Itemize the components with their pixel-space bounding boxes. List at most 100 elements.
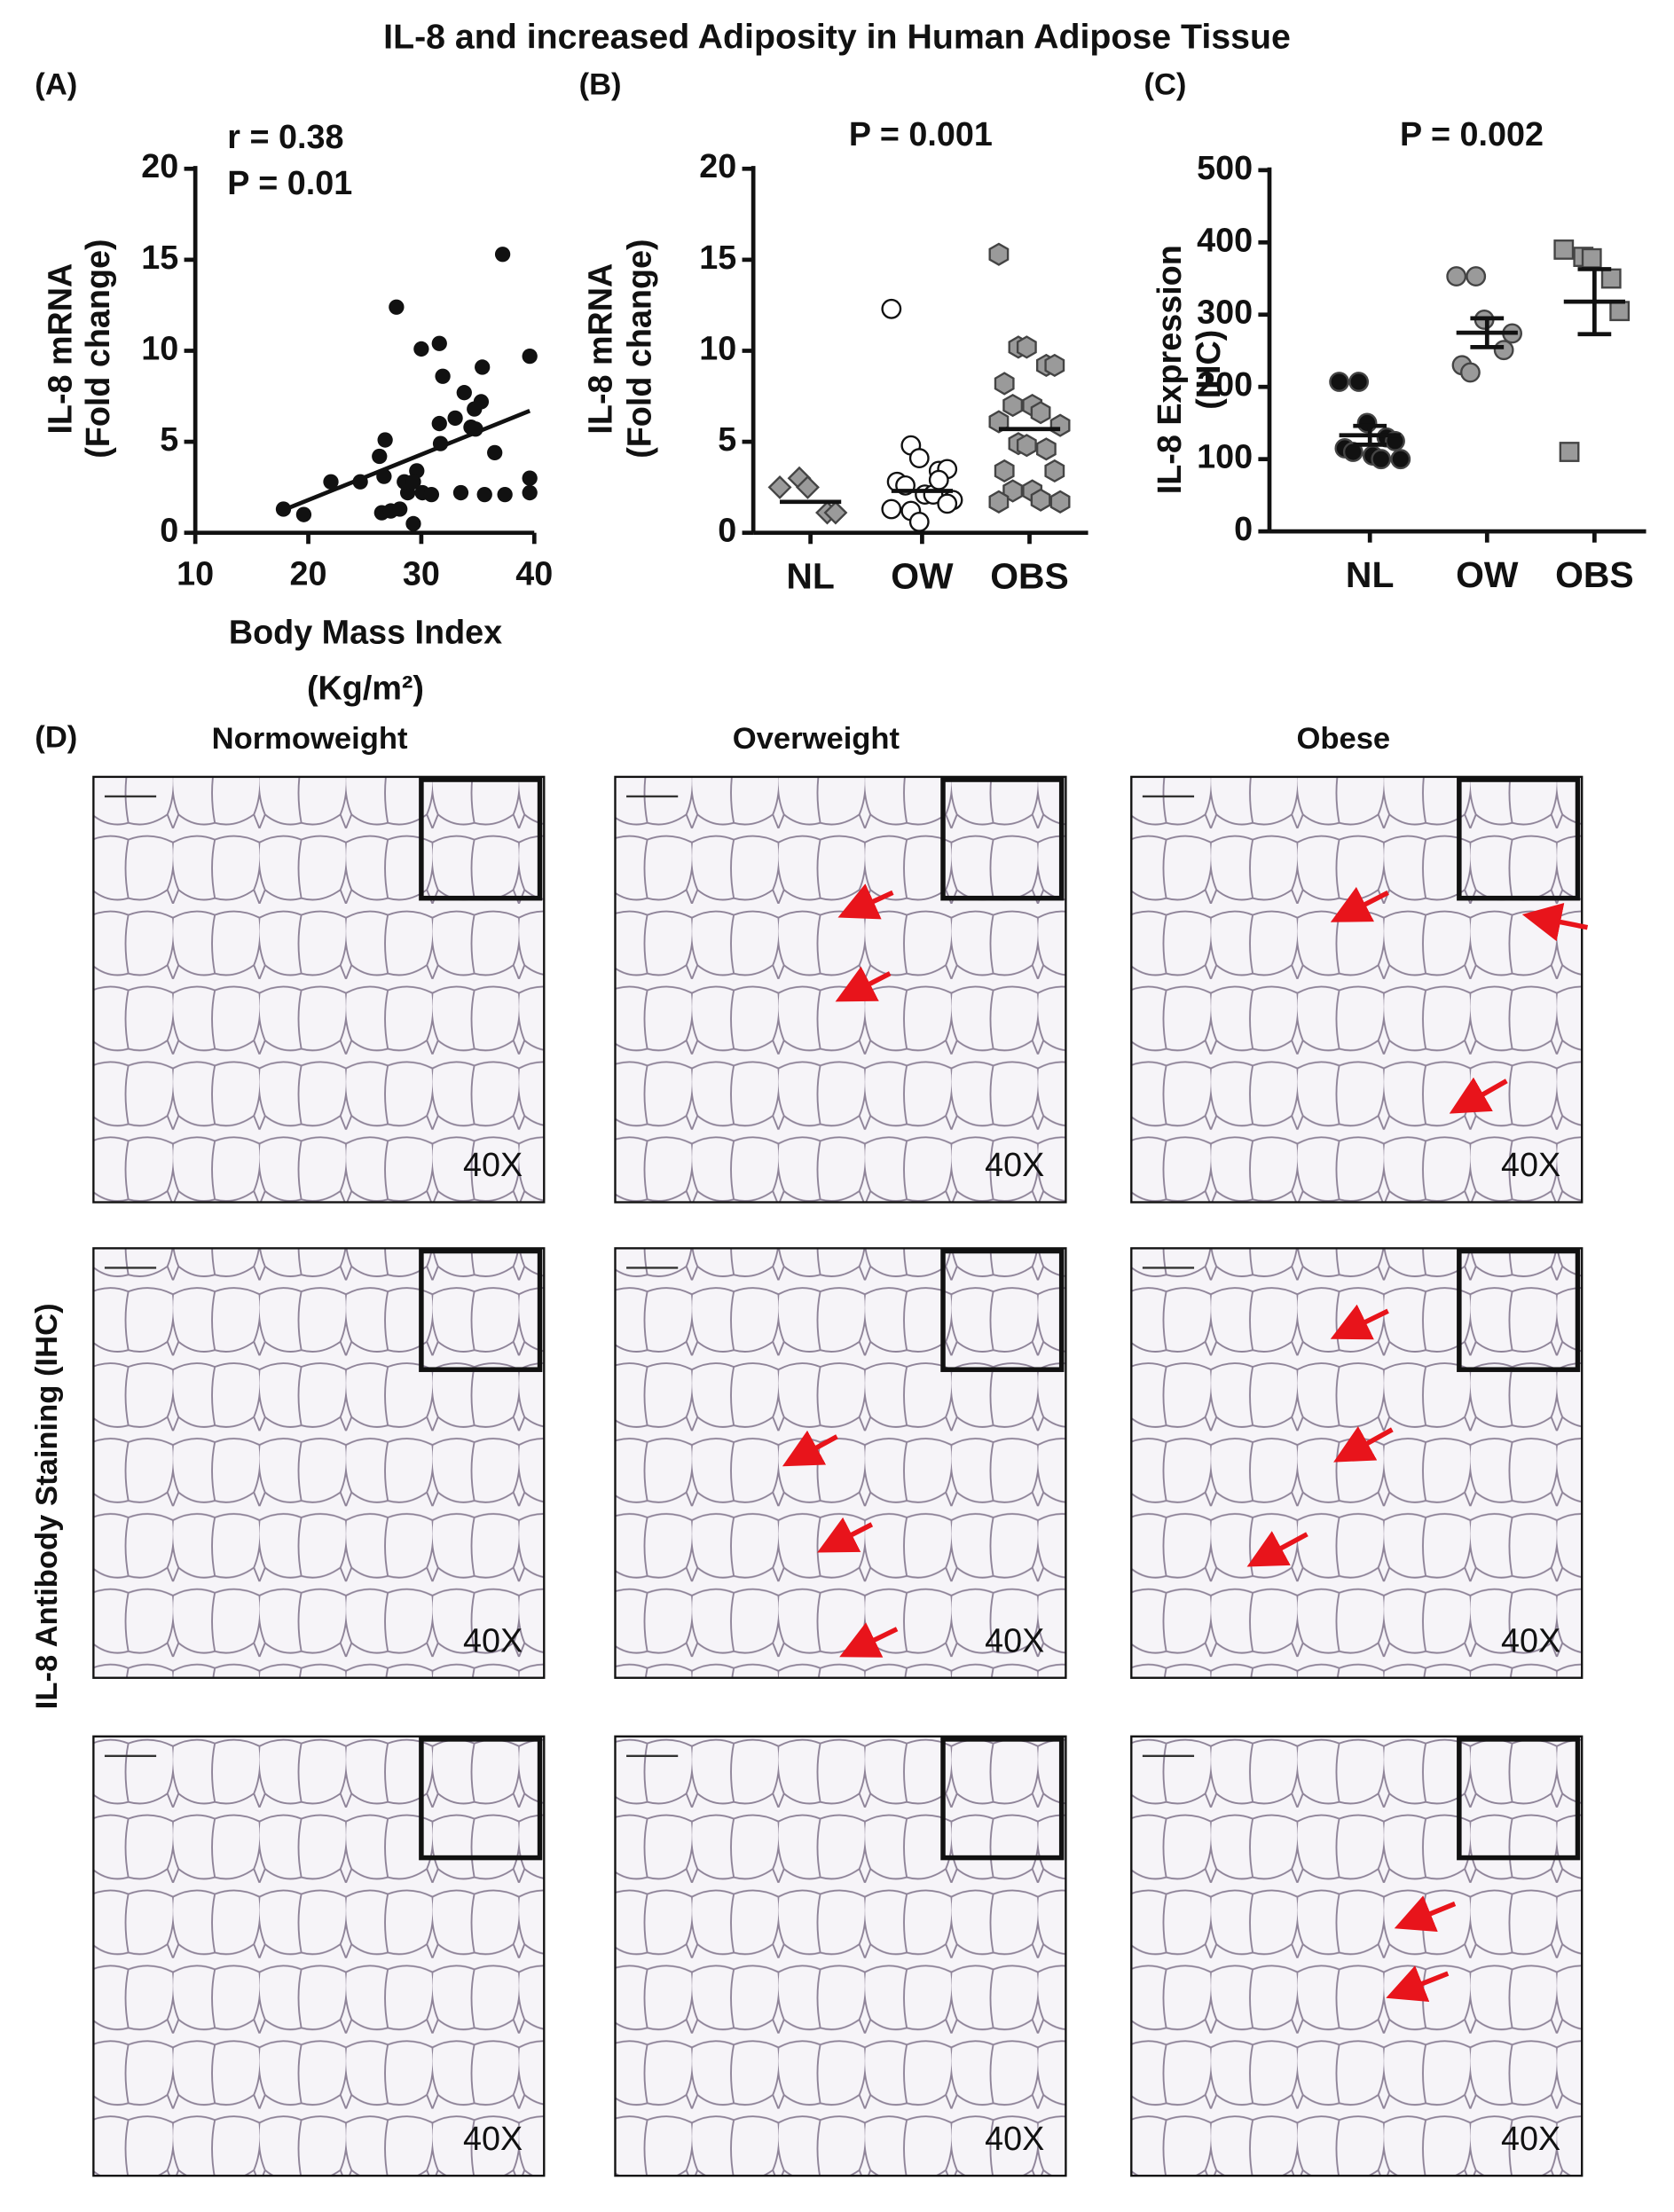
x-tick-label: 40 — [515, 554, 553, 592]
point — [494, 247, 511, 263]
point — [881, 498, 902, 520]
magnification: 40X — [985, 1146, 1044, 1183]
arrow — [1330, 1304, 1389, 1340]
arrow — [782, 1430, 838, 1467]
error-bar — [1353, 423, 1387, 447]
point — [522, 484, 538, 501]
point — [823, 500, 848, 525]
x-tick-label: NL — [1346, 554, 1394, 595]
arrow — [837, 883, 894, 920]
point — [435, 368, 451, 384]
y-tick-label: 10 — [141, 329, 178, 366]
point — [908, 448, 930, 468]
point — [475, 359, 491, 375]
x-tick-label: 10 — [177, 554, 214, 592]
inset — [419, 1737, 543, 1861]
error-bar — [1577, 267, 1612, 337]
inset — [940, 1737, 1065, 1861]
point — [405, 515, 421, 532]
point — [1329, 372, 1350, 392]
x-tick-label: 30 — [403, 554, 440, 592]
magnification: 40X — [1501, 1146, 1560, 1183]
point — [1390, 449, 1411, 470]
point — [1356, 412, 1378, 434]
x-tick-label: OW — [1456, 554, 1519, 595]
point — [928, 469, 949, 490]
arrow — [1246, 1531, 1309, 1567]
point — [473, 394, 490, 410]
chart-title: P = 0.002 — [1400, 115, 1544, 153]
point — [423, 486, 440, 503]
point — [522, 348, 538, 365]
point — [1493, 340, 1514, 361]
point — [376, 468, 392, 484]
x-tick-label: NL — [786, 555, 834, 596]
point — [405, 474, 421, 490]
point — [1460, 362, 1481, 383]
magnification: 40X — [1501, 1621, 1560, 1659]
x-tick-label: OBS — [990, 555, 1069, 596]
arrow — [835, 966, 892, 1002]
point — [447, 410, 463, 427]
point — [767, 475, 792, 499]
trend-line — [278, 409, 531, 514]
point — [432, 435, 449, 451]
y-tick-label: 10 — [699, 329, 736, 366]
point — [1466, 266, 1487, 286]
y-tick-label: 15 — [699, 239, 736, 276]
point — [452, 484, 469, 501]
point — [476, 486, 492, 503]
magnification: 40X — [463, 1146, 523, 1183]
point — [413, 341, 429, 357]
column-header: Obese — [1296, 722, 1390, 756]
x-tick-label: OW — [891, 555, 954, 596]
point — [295, 506, 312, 522]
y-tick-label: 400 — [1197, 221, 1253, 258]
figure-title: IL-8 and increased Adiposity in Human Ad… — [383, 17, 1291, 56]
inset — [1457, 1248, 1581, 1372]
chart-title: P = 0.001 — [849, 115, 993, 153]
magnification: 40X — [985, 1621, 1044, 1659]
point — [323, 474, 339, 490]
magnification: 40X — [463, 2120, 523, 2157]
y-axis-label: (IHC) — [1190, 330, 1227, 410]
point — [1600, 268, 1622, 289]
inset — [1457, 777, 1581, 901]
column-header: Overweight — [733, 722, 900, 756]
panel-label: (C) — [1144, 68, 1186, 102]
point — [1609, 301, 1631, 322]
y-tick-label: 5 — [718, 420, 736, 458]
point — [377, 432, 393, 448]
point — [1002, 393, 1024, 418]
point — [487, 444, 503, 461]
y-tick-label: 5 — [160, 420, 178, 458]
y-tick-label: 500 — [1197, 149, 1253, 186]
point — [937, 493, 958, 514]
y-tick-label: 100 — [1197, 438, 1253, 475]
point — [1044, 353, 1065, 377]
point — [1559, 442, 1580, 462]
point — [392, 501, 408, 517]
y-tick-label: 20 — [141, 147, 178, 184]
point — [1446, 266, 1467, 286]
y-axis-label: IL-8 Expression — [1151, 245, 1188, 494]
annotation: P = 0.01 — [227, 164, 352, 201]
inset — [940, 777, 1065, 901]
point — [522, 470, 538, 486]
point — [1371, 449, 1392, 470]
y-axis-label: (Fold change) — [79, 239, 116, 458]
point — [1030, 401, 1051, 425]
point — [1044, 459, 1065, 483]
point — [796, 475, 820, 499]
point — [881, 298, 902, 319]
y-tick-label: 0 — [160, 512, 178, 549]
point — [389, 299, 405, 315]
y-tick-label: 20 — [699, 147, 736, 184]
point — [1016, 434, 1037, 458]
row-label: IL-8 Antibody Staining (IHC) — [30, 1303, 64, 1709]
inset — [940, 1248, 1065, 1372]
arrow — [1333, 1425, 1394, 1463]
point — [1553, 239, 1575, 260]
y-tick-label: 0 — [1234, 510, 1253, 547]
